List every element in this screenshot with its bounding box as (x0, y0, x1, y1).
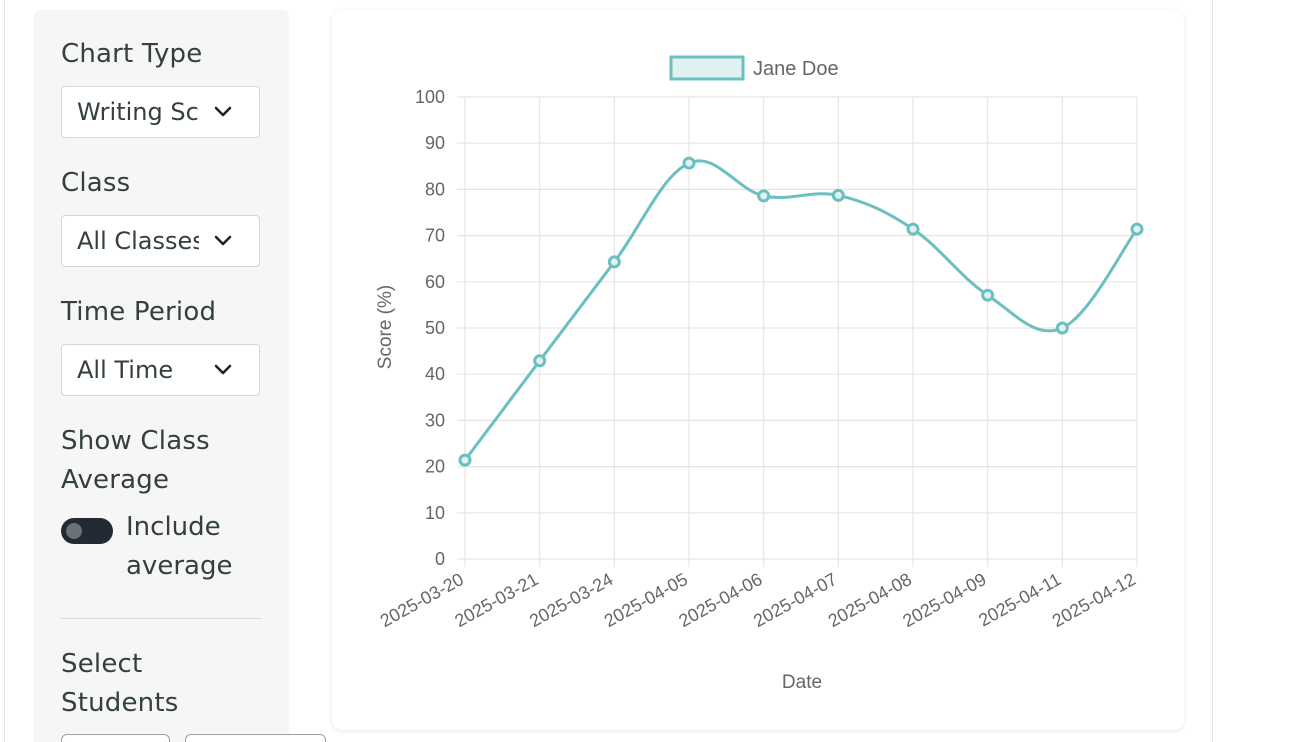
toggle-knob (66, 523, 82, 539)
chart-axes: 01020304050607080901002025-03-202025-03-… (375, 87, 1139, 693)
y-tick-label: 100 (415, 87, 445, 107)
x-tick-label: 2025-04-05 (601, 569, 691, 631)
time-period-select[interactable]: All Time (61, 344, 260, 396)
class-label: Class (61, 168, 131, 198)
chart-type-select[interactable]: Writing Score (61, 86, 260, 138)
x-tick-label: 2025-04-09 (899, 569, 989, 631)
chart-grid (457, 96, 1138, 567)
chart-type-value: Writing Score (77, 98, 199, 126)
chevron-down-icon (214, 364, 232, 375)
chart-series (458, 156, 1144, 467)
y-tick-label: 90 (425, 133, 445, 153)
y-tick-label: 20 (425, 457, 445, 477)
legend-swatch[interactable] (669, 55, 745, 81)
class-average-toggle[interactable] (61, 518, 113, 544)
chart-legend[interactable]: Jane Doe (669, 55, 839, 81)
select-students-label: Select Students (61, 649, 179, 718)
class-average-toggle-label: Include average (126, 512, 233, 581)
container-border-right (1212, 0, 1213, 742)
chart-card: 0 10 20 30 40 50 60 70 80 90 100 2025-03-20 2025-03-… (332, 10, 1184, 730)
y-tick-label: 70 (425, 226, 445, 246)
time-period-value: All Time (77, 356, 174, 384)
y-tick-label: 10 (425, 503, 445, 523)
data-point[interactable] (831, 188, 845, 202)
data-point[interactable] (533, 354, 547, 368)
student-select-button[interactable] (185, 734, 326, 742)
data-point[interactable] (757, 189, 771, 203)
data-point[interactable] (1055, 321, 1069, 335)
data-point[interactable] (981, 288, 995, 302)
container-border-left (4, 0, 5, 742)
y-tick-label: 30 (425, 410, 445, 430)
x-tick-label: 2025-03-24 (526, 569, 616, 631)
chart-type-label: Chart Type (61, 39, 203, 69)
x-tick-label: 2025-04-06 (675, 569, 765, 631)
y-tick-label: 80 (425, 179, 445, 199)
line-chart: 01020304050607080901002025-03-202025-03-… (375, 55, 1144, 693)
y-tick-label: 50 (425, 318, 445, 338)
data-point[interactable] (458, 453, 472, 467)
y-tick-label: 40 (425, 364, 445, 384)
y-tick-label: 0 (435, 549, 445, 569)
student-select-button[interactable] (61, 734, 170, 742)
chevron-down-icon (214, 106, 232, 117)
class-select[interactable]: All Classes (61, 215, 260, 267)
data-point[interactable] (1130, 222, 1144, 236)
chevron-down-icon (214, 235, 232, 246)
x-axis-title: Date (782, 672, 822, 693)
y-axis-title: Score (%) (375, 285, 396, 369)
filter-sidebar: Chart Type Writing Score Class All Class… (34, 10, 326, 742)
y-tick-label: 60 (425, 272, 445, 292)
x-tick-label: 2025-03-20 (377, 569, 467, 631)
data-point[interactable] (906, 222, 920, 236)
x-tick-label: 2025-04-08 (825, 569, 915, 631)
x-tick-label: 2025-04-12 (1049, 569, 1139, 631)
class-value: All Classes (77, 227, 199, 255)
legend-label[interactable]: Jane Doe (753, 58, 839, 80)
series-line (463, 159, 1139, 462)
data-point[interactable] (682, 156, 696, 170)
x-tick-label: 2025-04-07 (750, 569, 840, 631)
sidebar-divider (61, 618, 262, 619)
x-tick-label: 2025-04-11 (975, 569, 1064, 630)
data-point[interactable] (607, 255, 621, 269)
time-period-label: Time Period (61, 297, 217, 327)
class-average-label: Show Class Average (61, 426, 210, 495)
x-tick-label: 2025-03-21 (451, 569, 541, 631)
